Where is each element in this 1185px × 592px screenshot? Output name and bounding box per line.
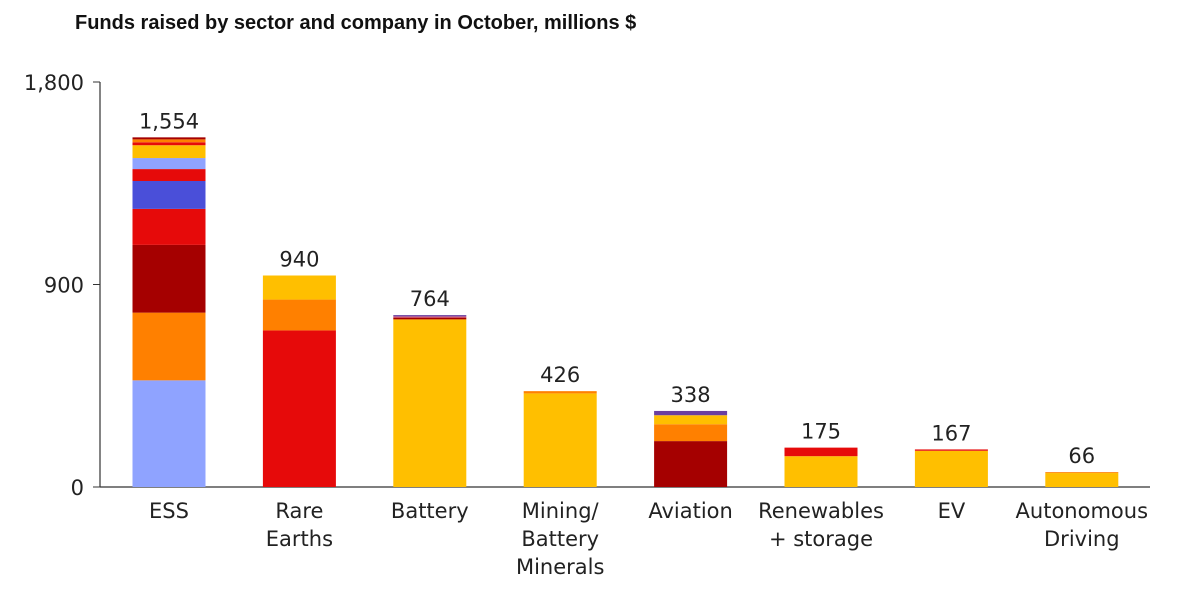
bar-segment: [132, 181, 206, 209]
bar-segment: [654, 415, 728, 425]
x-tick-label: Mining/: [522, 499, 600, 523]
x-tick-label: ESS: [149, 499, 189, 523]
bar-segment: [654, 424, 728, 442]
x-tick-label: Autonomous: [1016, 499, 1148, 523]
y-tick-label: 900: [44, 274, 84, 298]
data-label: 338: [671, 383, 711, 407]
bar-segment: [914, 450, 988, 487]
bar-segment: [393, 317, 467, 320]
bar-segment: [654, 441, 728, 487]
y-tick-label: 1,800: [24, 71, 84, 95]
bar-segment: [1045, 473, 1119, 487]
data-label: 167: [931, 421, 971, 445]
bar-segment: [132, 380, 206, 487]
data-label: 1,554: [139, 109, 199, 133]
bar-segment: [1045, 472, 1119, 474]
bar-segment: [393, 315, 467, 317]
x-tick-label: Renewables: [758, 499, 884, 523]
y-tick-label: 0: [71, 476, 84, 500]
bar-segment: [523, 393, 597, 487]
bar-segment: [132, 158, 206, 170]
x-tick-label: Battery: [391, 499, 469, 523]
bar-segment: [654, 410, 728, 416]
bar-segment: [132, 208, 206, 245]
bar-segment: [262, 330, 336, 487]
x-tick-label: EV: [938, 499, 966, 523]
bar-segment: [132, 145, 206, 159]
bar-segment: [784, 456, 858, 487]
data-label: 175: [801, 420, 841, 444]
chart-title: Funds raised by sector and company in Oc…: [75, 12, 637, 34]
bar-segment: [132, 142, 206, 146]
data-label: 764: [410, 287, 450, 311]
x-tick-label: Earths: [266, 527, 333, 551]
bar-segment: [784, 447, 858, 457]
bar-segment: [132, 139, 206, 143]
x-tick-label: Minerals: [516, 555, 604, 579]
bar-segment: [132, 244, 206, 313]
bar-segment: [262, 275, 336, 300]
bar-segment: [914, 449, 988, 451]
x-tick-label: Battery: [521, 527, 599, 551]
data-label: 426: [540, 363, 580, 387]
x-tick-label: + storage: [769, 527, 873, 551]
bar-segment: [523, 391, 597, 394]
bar-segment: [393, 319, 467, 487]
bar-segment: [393, 316, 467, 318]
bar-segment: [132, 169, 206, 181]
data-label: 66: [1068, 444, 1095, 468]
x-tick-label: Aviation: [648, 499, 733, 523]
x-tick-label: Rare: [275, 499, 323, 523]
x-tick-label: Driving: [1044, 527, 1120, 551]
bar-segment: [132, 137, 206, 140]
bar-segment: [262, 299, 336, 331]
data-label: 940: [279, 248, 319, 272]
bar-segment: [132, 312, 206, 381]
